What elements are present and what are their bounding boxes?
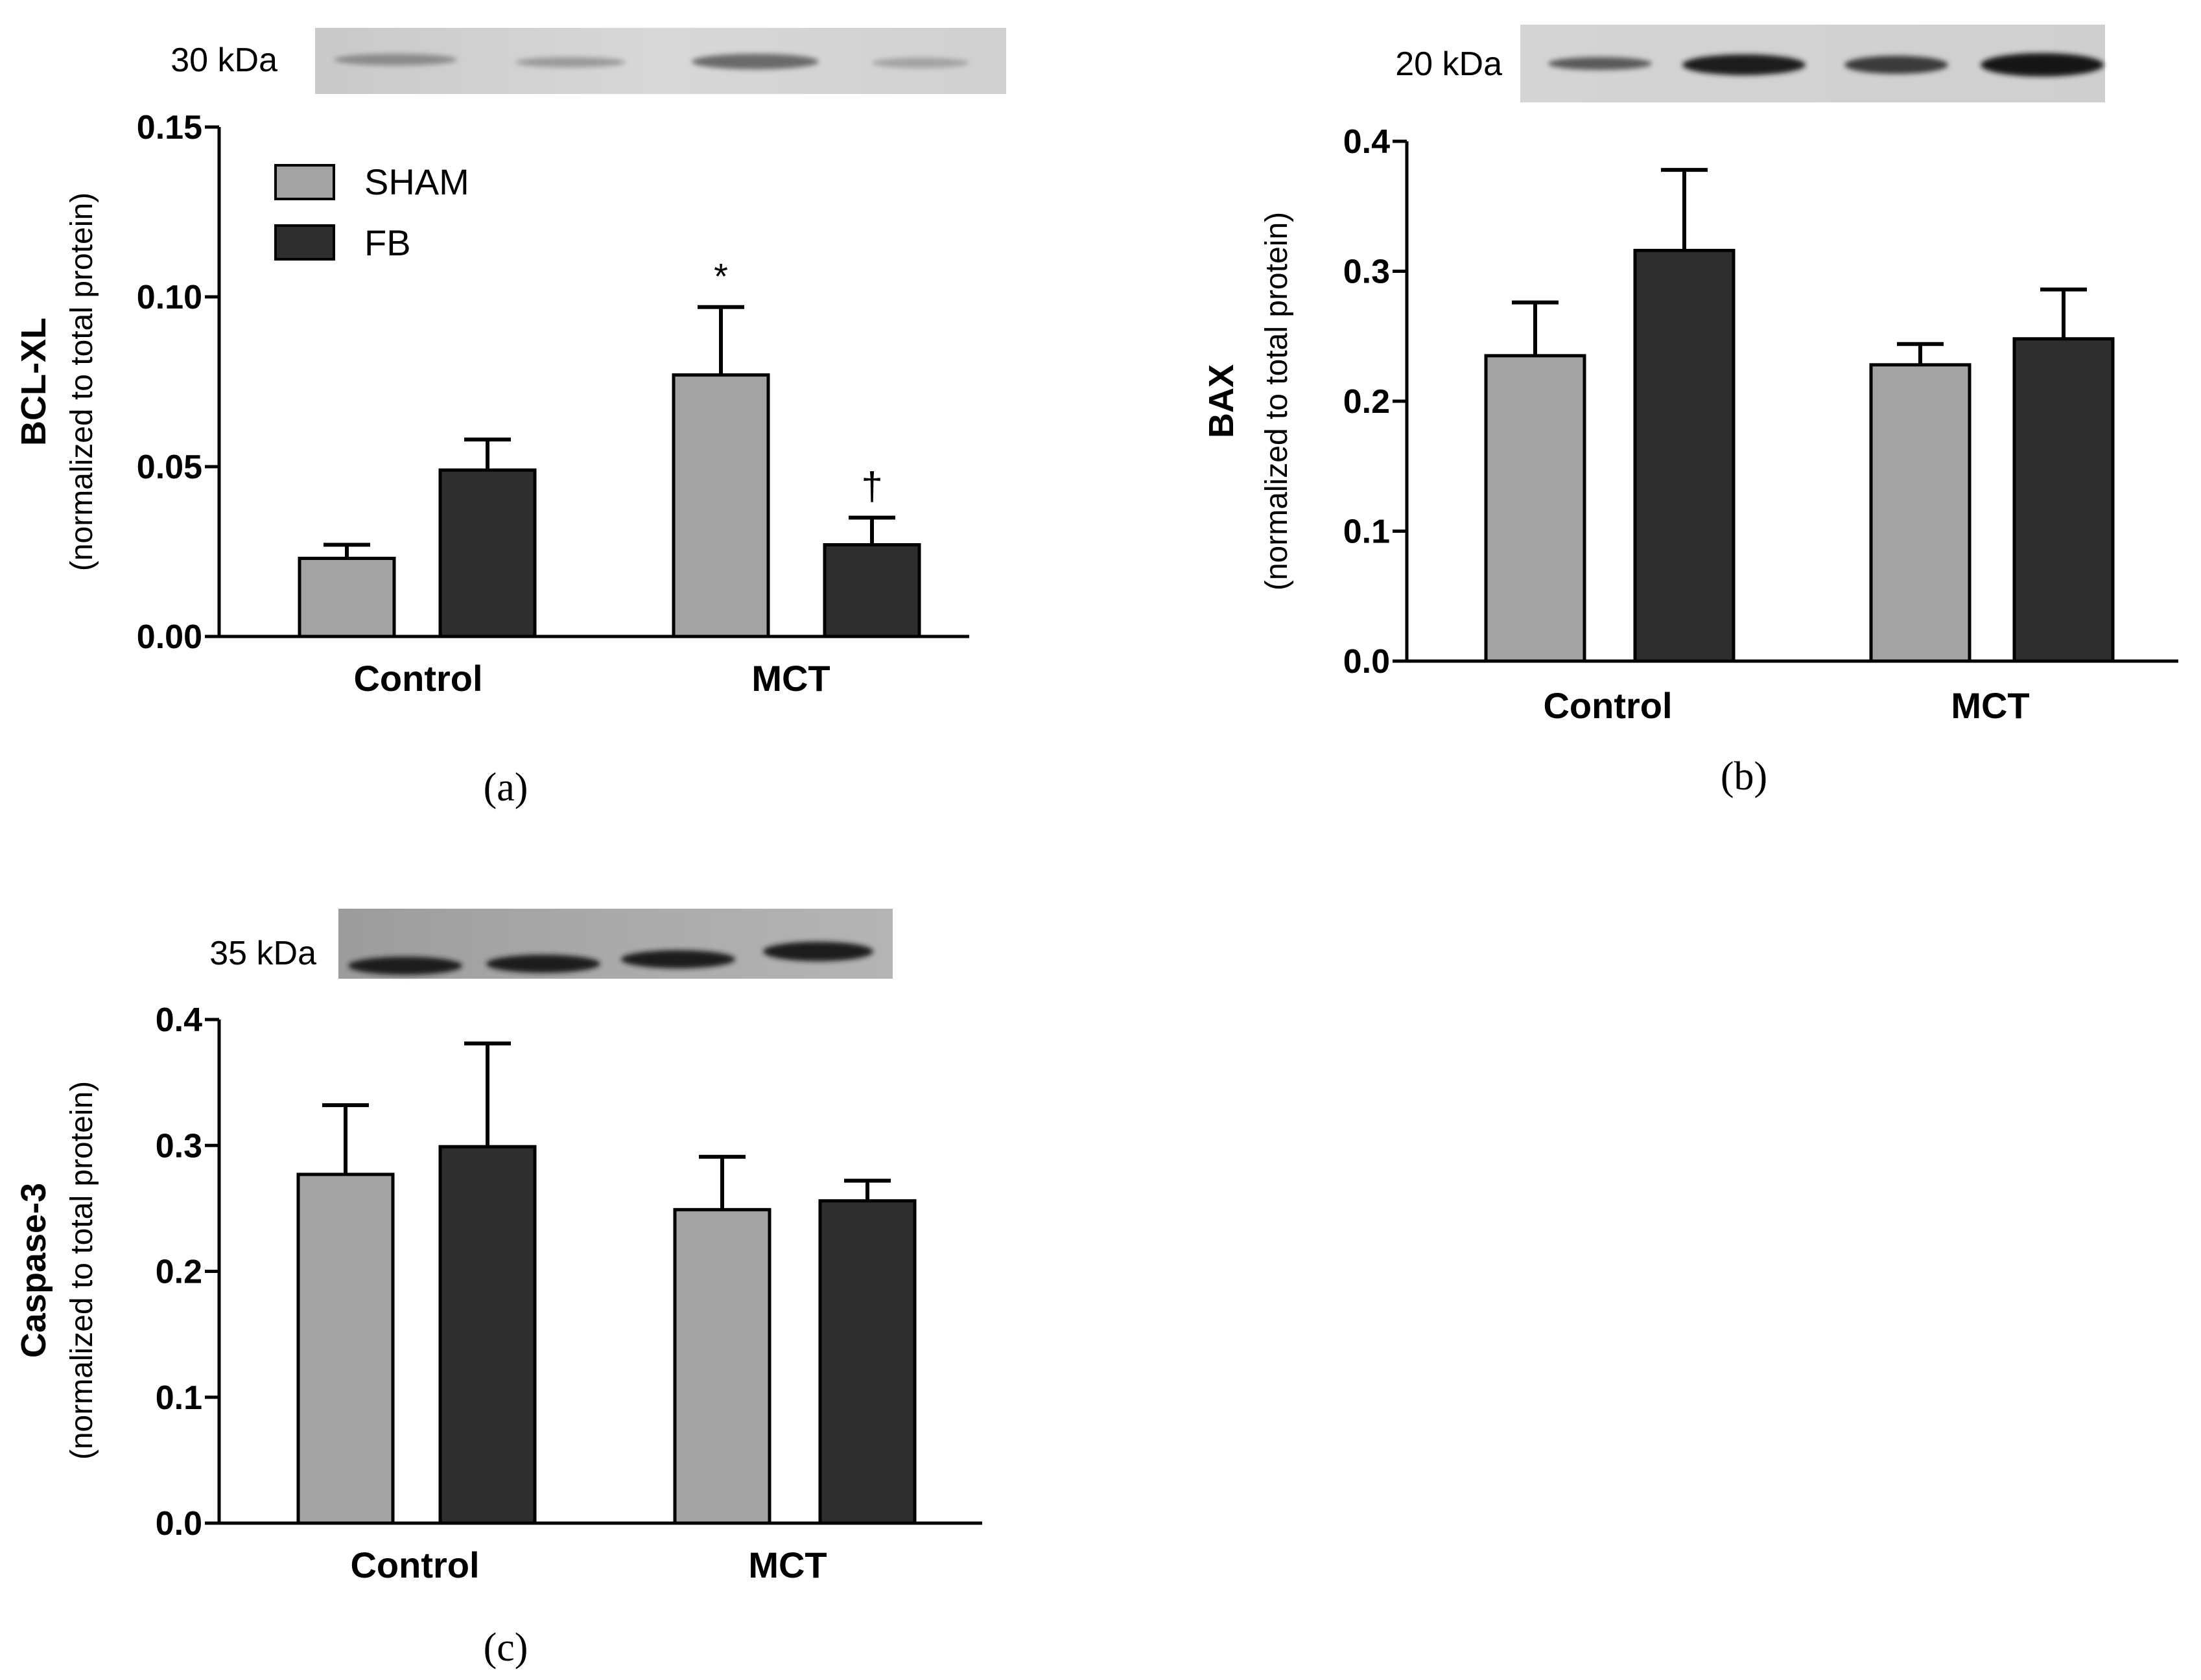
bar-fb-mct bbox=[2012, 337, 2115, 663]
bars-a: *† bbox=[298, 256, 921, 638]
western-blot-a bbox=[315, 28, 1006, 94]
bar-sham-mct bbox=[672, 373, 770, 638]
y-axis-title-c: Caspase-3 bbox=[14, 1183, 53, 1358]
bar-fb-mct bbox=[818, 1199, 917, 1525]
panel-label-c: (c) bbox=[484, 1626, 528, 1670]
x-label-mct-c: MCT bbox=[748, 1545, 827, 1585]
x-label-mct-b: MCT bbox=[1951, 685, 2029, 726]
y-tick-label: 0.00 bbox=[137, 618, 202, 656]
y-tick-label: 0.2 bbox=[1343, 383, 1390, 421]
legend: SHAM FB bbox=[274, 161, 469, 263]
blot-size-label-c: 35 kDa bbox=[209, 935, 316, 972]
western-blot-c bbox=[338, 909, 893, 979]
bars-b bbox=[1484, 168, 2115, 663]
bar-sham-mct bbox=[673, 1208, 771, 1525]
y-axis-subtitle-a: (normalized to total protein) bbox=[65, 192, 99, 571]
x-label-control-c: Control bbox=[350, 1545, 479, 1585]
blot-size-label-b: 20 kDa bbox=[1395, 45, 1502, 83]
y-tick-label: 0.0 bbox=[1343, 643, 1390, 681]
bar-fb-mct bbox=[823, 543, 921, 638]
y-axis-subtitle-b: (normalized to total protein) bbox=[1260, 212, 1294, 590]
x-label-control-a: Control bbox=[353, 658, 482, 699]
bar-fb-control bbox=[438, 468, 537, 638]
y-tick-label: 0.3 bbox=[1343, 253, 1390, 291]
y-axis-title-a: BCL-XL bbox=[14, 318, 53, 446]
panel-b: 20 kDa 0.0 0.1 0.2 0.3 0.4 BAX (normalized t… bbox=[1202, 25, 2178, 799]
y-axis-subtitle-c: (normalized to total protein) bbox=[65, 1081, 99, 1460]
y-tick-label: 0.15 bbox=[137, 109, 202, 146]
y-tick-label: 0.10 bbox=[137, 279, 202, 316]
y-axis-title-b: BAX bbox=[1202, 364, 1241, 438]
y-ticks-c: 0.0 0.1 0.2 0.3 0.4 bbox=[156, 1001, 219, 1543]
panel-label-b: (b) bbox=[1721, 754, 1767, 799]
y-ticks-a: 0.00 0.05 0.10 0.15 bbox=[137, 109, 219, 656]
y-tick-label: 0.1 bbox=[156, 1379, 202, 1417]
bars-c bbox=[296, 1041, 917, 1525]
legend-swatch-fb bbox=[274, 224, 335, 261]
y-tick-label: 0.0 bbox=[156, 1505, 202, 1543]
y-tick-label: 0.4 bbox=[156, 1001, 202, 1039]
y-ticks-b: 0.0 0.1 0.2 0.3 0.4 bbox=[1343, 123, 1407, 681]
y-tick-label: 0.05 bbox=[137, 449, 202, 486]
significance-marker: † bbox=[861, 465, 882, 508]
bar-sham-mct bbox=[1869, 363, 1971, 663]
legend-swatch-sham bbox=[274, 164, 335, 200]
bar-fb-control bbox=[1633, 248, 1736, 663]
panel-label-a: (a) bbox=[484, 765, 528, 810]
y-tick-label: 0.1 bbox=[1343, 513, 1390, 551]
y-tick-label: 0.4 bbox=[1343, 123, 1390, 161]
western-blot-b bbox=[1520, 25, 2105, 102]
bar-sham-control bbox=[298, 556, 396, 638]
x-label-mct-a: MCT bbox=[751, 658, 830, 699]
y-tick-label: 0.3 bbox=[156, 1127, 202, 1165]
bar-fb-control bbox=[438, 1145, 537, 1525]
legend-label-sham: SHAM bbox=[364, 161, 469, 202]
significance-marker: * bbox=[714, 256, 728, 297]
blot-size-label-a: 30 kDa bbox=[171, 41, 277, 79]
panel-a: 30 kDa 0.000.050.100.15 *† BCL-XL (norma… bbox=[14, 28, 1006, 810]
bar-sham-control bbox=[296, 1172, 395, 1525]
x-label-control-b: Control bbox=[1543, 685, 1672, 726]
y-tick-label: 0.2 bbox=[156, 1254, 202, 1291]
bar-sham-control bbox=[1484, 354, 1586, 663]
panel-c: 35 kDa 0.0 0.1 0.2 0.3 0.4 Caspase-3 (normal… bbox=[14, 909, 982, 1670]
legend-label-fb: FB bbox=[364, 222, 411, 263]
